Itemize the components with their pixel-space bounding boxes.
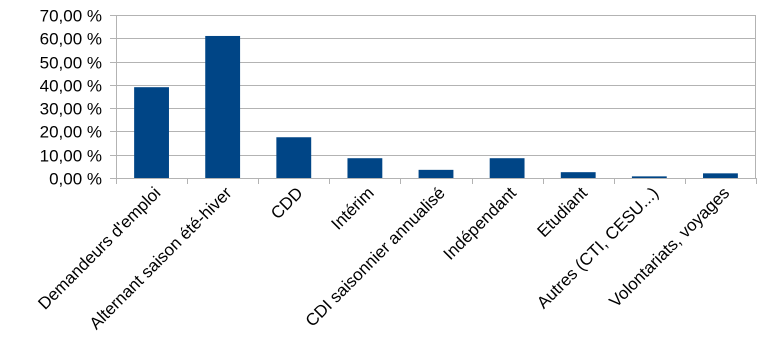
axes <box>110 15 757 184</box>
bar <box>489 158 525 178</box>
y-tick-labels: 0,00 % 10,00 % 20,00 % 30,00 % 40,00 % 50,00 … <box>40 7 102 189</box>
y-tick-label: 70,00 % <box>40 7 102 26</box>
y-tick-label: 50,00 % <box>40 54 102 73</box>
bar <box>631 176 667 178</box>
y-tick-label: 0,00 % <box>49 170 102 189</box>
bar <box>560 172 596 178</box>
x-tick-label: Alternant saison été-hiver <box>86 183 236 333</box>
x-tick-label: CDD <box>267 183 306 222</box>
y-tick-label: 10,00 % <box>40 147 102 166</box>
x-tick-label: Etudiant <box>533 183 591 241</box>
x-tick-label: Indépendant <box>440 183 520 263</box>
bar <box>205 35 241 179</box>
y-tick-label: 40,00 % <box>40 77 102 96</box>
x-tick-label: Volontariats, voyages <box>606 183 734 311</box>
x-tick-label: Autres (CTI, CESU...) <box>533 183 662 312</box>
x-tick-label: CDI saisonnier annualisé <box>302 183 449 330</box>
y-tick-label: 20,00 % <box>40 123 102 142</box>
bar <box>703 173 738 178</box>
x-tick-label: Demandeurs d'emploi <box>34 183 164 313</box>
bar <box>134 87 169 178</box>
bar <box>276 137 312 178</box>
bar <box>347 158 383 178</box>
bar <box>418 169 454 178</box>
y-tick-label: 30,00 % <box>40 100 102 119</box>
y-tick-label: 60,00 % <box>40 30 102 49</box>
x-tick-label: Intérim <box>328 183 378 233</box>
bars <box>134 35 738 179</box>
